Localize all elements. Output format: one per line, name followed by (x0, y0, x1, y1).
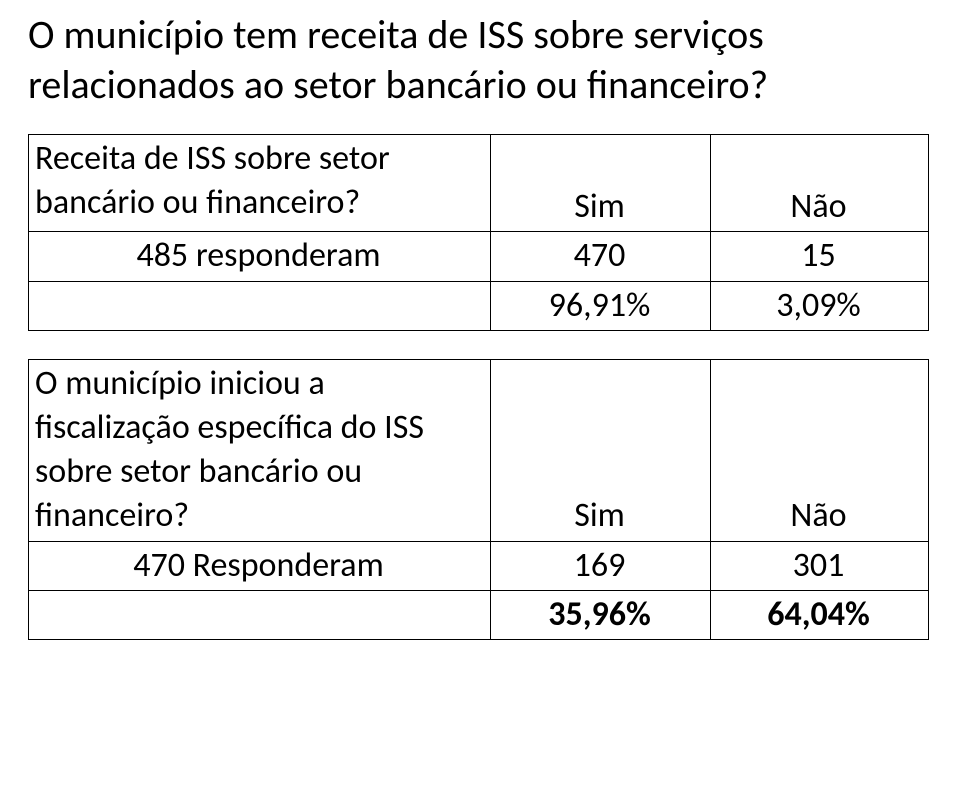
t1-val-nao: 15 (711, 232, 929, 281)
t1-col-sim: Sim (491, 183, 711, 232)
t1-row-label: 485 responderam (29, 232, 491, 281)
table-row: 35,96% 64,04% (29, 590, 929, 639)
t2-pct-blank (29, 590, 491, 639)
t2-pct-nao: 64,04% (711, 590, 929, 639)
t1-pct-blank (29, 281, 491, 330)
t1-blank-nao (711, 135, 929, 184)
title-line-2: relacionados ao setor bancário ou financ… (28, 60, 768, 109)
t1-col-nao: Não (711, 183, 929, 232)
t2-blank-sim (491, 359, 711, 450)
t2-blank-nao (711, 359, 929, 450)
t2-header-desc: O município iniciou a fiscalização espec… (29, 359, 491, 541)
table-row: O município iniciou a fiscalização espec… (29, 359, 929, 450)
t1-header-desc: Receita de ISS sobre setor bancário ou f… (29, 135, 491, 232)
t2-row-label: 470 Responderam (29, 541, 491, 590)
t2-pct-sim: 35,96% (491, 590, 711, 639)
t2-col-nao: Não (711, 450, 929, 541)
title-line-1: O município tem receita de ISS sobre ser… (28, 10, 764, 59)
t2-val-nao: 301 (711, 541, 929, 590)
table-fiscalizacao-iss: O município iniciou a fiscalização espec… (28, 359, 929, 640)
t2-val-sim: 169 (491, 541, 711, 590)
t2-col-sim: Sim (491, 450, 711, 541)
t1-pct-sim: 96,91% (491, 281, 711, 330)
table-row: Receita de ISS sobre setor bancário ou f… (29, 135, 929, 184)
t1-blank-sim (491, 135, 711, 184)
page-title: O município tem receita de ISS sobre ser… (28, 10, 932, 110)
table-row: 470 Responderam 169 301 (29, 541, 929, 590)
table-receita-iss: Receita de ISS sobre setor bancário ou f… (28, 134, 929, 331)
t1-pct-nao: 3,09% (711, 281, 929, 330)
t1-val-sim: 470 (491, 232, 711, 281)
table-row: 485 responderam 470 15 (29, 232, 929, 281)
table-row: 96,91% 3,09% (29, 281, 929, 330)
page: O município tem receita de ISS sobre ser… (0, 0, 960, 640)
